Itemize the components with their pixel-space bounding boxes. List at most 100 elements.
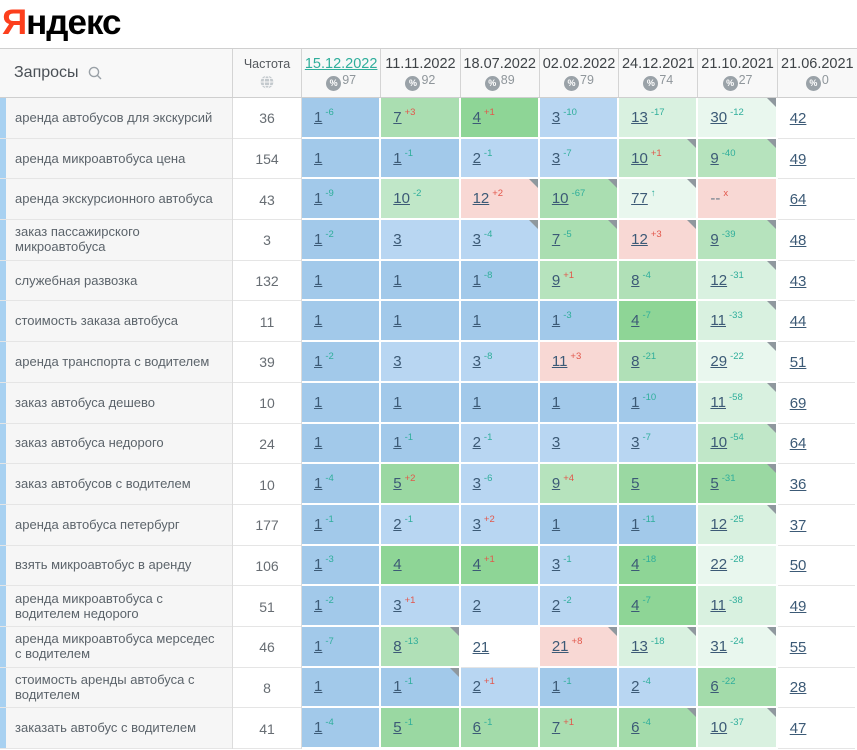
- position-link[interactable]: 3: [472, 230, 481, 248]
- position-link[interactable]: 1: [393, 149, 402, 167]
- position-link[interactable]: 49: [789, 150, 807, 168]
- keyword-cell[interactable]: аренда микроавтобуса с водителем недорог…: [0, 586, 233, 627]
- position-link[interactable]: 44: [789, 313, 807, 331]
- position-link[interactable]: 3: [551, 108, 561, 126]
- position-link[interactable]: 12: [710, 515, 728, 533]
- position-link[interactable]: 10: [631, 149, 648, 167]
- position-link[interactable]: 2: [472, 434, 481, 452]
- date-label[interactable]: 24.12.2021: [621, 55, 695, 72]
- keyword-cell[interactable]: служебная развозка: [0, 260, 233, 302]
- position-link[interactable]: 1: [393, 271, 402, 289]
- position-link[interactable]: 1: [314, 678, 323, 696]
- position-link[interactable]: 1: [314, 556, 323, 574]
- keyword-cell[interactable]: аренда транспорта с водителем: [0, 342, 233, 383]
- date-label[interactable]: 21.06.2021: [781, 55, 854, 72]
- position-link[interactable]: 55: [789, 638, 807, 656]
- position-link[interactable]: 1: [314, 230, 323, 248]
- position-link[interactable]: 48: [789, 231, 807, 249]
- position-link[interactable]: 3: [631, 434, 640, 452]
- position-link[interactable]: 10: [710, 719, 728, 737]
- position-link[interactable]: 5: [393, 475, 402, 493]
- position-link[interactable]: 3: [472, 515, 481, 533]
- keyword-cell[interactable]: заказ автобуса дешево: [0, 382, 233, 424]
- position-link[interactable]: 10: [551, 190, 569, 208]
- position-link[interactable]: 6: [710, 678, 719, 696]
- position-link[interactable]: 1: [551, 678, 561, 696]
- position-link[interactable]: 4: [631, 597, 640, 615]
- position-link[interactable]: 5: [710, 475, 719, 493]
- position-link[interactable]: 22: [710, 556, 728, 574]
- date-label[interactable]: 02.02.2022: [542, 55, 616, 72]
- position-link[interactable]: 3: [393, 352, 402, 370]
- position-link[interactable]: 3: [393, 230, 402, 248]
- keyword-cell[interactable]: аренда экскурсионного автобуса: [0, 179, 233, 221]
- position-link[interactable]: 9: [710, 149, 719, 167]
- position-link[interactable]: 7: [393, 108, 402, 126]
- position-link[interactable]: 37: [789, 516, 807, 534]
- position-link[interactable]: 1: [393, 434, 402, 452]
- position-link[interactable]: 1: [314, 190, 323, 208]
- position-link[interactable]: 1: [393, 312, 402, 330]
- position-link[interactable]: 1: [314, 312, 323, 330]
- position-link[interactable]: 36: [789, 476, 807, 494]
- date-label[interactable]: 21.10.2021: [701, 55, 774, 72]
- position-link[interactable]: 5: [393, 719, 402, 737]
- keyword-cell[interactable]: аренда автобуса петербург: [0, 504, 233, 546]
- position-link[interactable]: 1: [314, 515, 323, 533]
- search-icon[interactable]: [87, 65, 103, 81]
- position-link[interactable]: 11: [710, 597, 726, 615]
- position-link[interactable]: 6: [472, 719, 481, 737]
- position-link[interactable]: 13: [631, 108, 648, 126]
- date-label[interactable]: 18.07.2022: [463, 55, 536, 72]
- position-link[interactable]: 1: [551, 312, 561, 330]
- position-link[interactable]: 11: [710, 312, 726, 330]
- position-link[interactable]: 8: [631, 352, 640, 370]
- position-link[interactable]: 3: [393, 597, 402, 615]
- position-link[interactable]: 1: [551, 515, 561, 533]
- position-link[interactable]: 4: [393, 556, 402, 574]
- position-link[interactable]: 4: [631, 312, 640, 330]
- position-link[interactable]: 69: [789, 394, 807, 412]
- position-link[interactable]: 1: [393, 678, 402, 696]
- keyword-cell[interactable]: заказ автобусов с водителем: [0, 464, 233, 505]
- position-link[interactable]: 10: [393, 190, 410, 208]
- position-link[interactable]: 3: [472, 352, 481, 370]
- position-link[interactable]: 11: [710, 393, 726, 411]
- position-link[interactable]: 2: [551, 597, 561, 615]
- position-link[interactable]: 1: [472, 271, 481, 289]
- position-link[interactable]: 9: [710, 230, 719, 248]
- position-link[interactable]: 1: [314, 149, 323, 167]
- position-link[interactable]: 9: [551, 271, 561, 289]
- position-link[interactable]: 2: [393, 515, 402, 533]
- position-link[interactable]: 1: [393, 393, 402, 411]
- position-link[interactable]: 4: [631, 556, 640, 574]
- keyword-cell[interactable]: заказ пассажирского микроавтобуса: [0, 220, 233, 261]
- position-link[interactable]: 21: [472, 638, 490, 656]
- position-link[interactable]: 64: [789, 191, 807, 209]
- position-link[interactable]: 1: [314, 637, 323, 655]
- position-link[interactable]: 1: [631, 515, 640, 533]
- position-link[interactable]: 12: [631, 230, 648, 248]
- position-link[interactable]: 2: [631, 678, 640, 696]
- position-link[interactable]: 50: [789, 557, 807, 575]
- keyword-cell[interactable]: заказать автобус с водителем: [0, 708, 233, 749]
- position-link[interactable]: 5: [631, 475, 640, 493]
- position-link[interactable]: 29: [710, 352, 728, 370]
- position-link[interactable]: 1: [314, 475, 323, 493]
- position-link[interactable]: 1: [314, 393, 323, 411]
- position-link[interactable]: 77: [631, 190, 648, 208]
- keyword-cell[interactable]: заказ автобуса недорого: [0, 423, 233, 465]
- position-link[interactable]: 1: [551, 393, 561, 411]
- position-link[interactable]: 3: [551, 556, 561, 574]
- position-link[interactable]: 8: [631, 271, 640, 289]
- position-link[interactable]: 3: [472, 475, 481, 493]
- keyword-cell[interactable]: аренда микроавтобуса мерседес с водителе…: [0, 626, 233, 668]
- position-link[interactable]: 4: [472, 556, 481, 574]
- position-link[interactable]: 6: [631, 719, 640, 737]
- position-link[interactable]: 12: [472, 190, 490, 208]
- position-link[interactable]: 1: [314, 434, 323, 452]
- position-link[interactable]: 42: [789, 109, 807, 127]
- position-link[interactable]: 1: [314, 719, 323, 737]
- position-link[interactable]: 8: [393, 637, 402, 655]
- position-link[interactable]: 7: [551, 230, 561, 248]
